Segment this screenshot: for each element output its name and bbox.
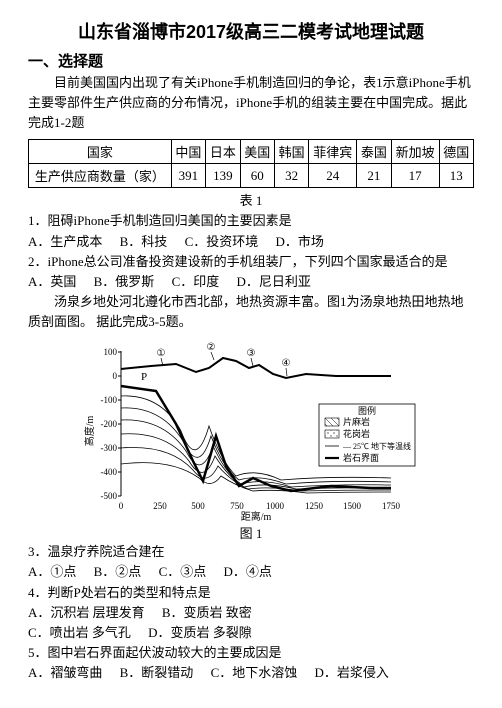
question-3: 3．温泉疗养院适合建在 (28, 542, 474, 562)
svg-text:②: ② (207, 342, 216, 353)
table-header: 国家 (29, 140, 172, 164)
ytick: 100 (104, 347, 118, 357)
opt: A．英国 (28, 272, 76, 292)
svg-text:— 25℃ 地下等温线: — 25℃ 地下等温线 (342, 441, 411, 451)
xtick: 1250 (305, 501, 324, 511)
opt: B．俄罗斯 (94, 272, 155, 292)
opt: D．市场 (275, 232, 323, 252)
svg-text:花岗岩: 花岗岩 (343, 428, 370, 439)
svg-text:①: ① (157, 348, 166, 359)
table-header: 日本 (206, 140, 240, 164)
ytick: -400 (101, 467, 118, 477)
opt: C．③点 (159, 562, 207, 582)
table-header: 泰国 (357, 140, 391, 164)
question-5-options: A．褶皱弯曲 B．断裂错动 C．地下水溶蚀 D．岩浆侵入 (28, 663, 474, 683)
table-cell: 21 (357, 164, 391, 188)
opt: A．生产成本 (28, 232, 102, 252)
question-5: 5．图中岩石界面起伏波动较大的主要成因是 (28, 643, 474, 663)
table-header: 美国 (240, 140, 274, 164)
xtick: 250 (153, 501, 167, 511)
svg-text:片麻岩: 片麻岩 (343, 416, 370, 427)
table-row: 生产供应商数量（家） 391 139 60 32 24 21 17 13 (29, 164, 474, 188)
ytick: -300 (101, 443, 118, 453)
opt: D．岩浆侵入 (314, 663, 388, 683)
table-row: 国家 中国 日本 美国 韩国 菲律宾 泰国 新加坡 德国 (29, 140, 474, 164)
svg-text:岩石界面: 岩石界面 (343, 452, 379, 463)
question-1: 1．阻碍iPhone手机制造回归美国的主要因素是 (28, 211, 474, 231)
marker-pointers (161, 352, 287, 376)
question-2: 2．iPhone总公司准备投资建设新的手机组装厂，下列四个国家最适合的是 (28, 252, 474, 272)
xlabel: 距离/m (241, 510, 272, 521)
question-1-options: A．生产成本 B．科技 C．投资环境 D．市场 (28, 232, 474, 252)
opt: C．喷出岩 多气孔 (28, 623, 131, 643)
table-header: 中国 (171, 140, 205, 164)
opt: B．变质岩 致密 (162, 603, 252, 623)
table-cell: 13 (439, 164, 473, 188)
opt: C．印度 (172, 272, 220, 292)
p-label: P (141, 371, 147, 383)
table-caption: 表 1 (28, 190, 474, 209)
opt: D．尼日利亚 (236, 272, 310, 292)
ytick: -500 (101, 491, 118, 501)
table-rowlabel: 生产供应商数量（家） (29, 164, 172, 188)
section-head: 一、选择题 (28, 50, 474, 71)
table-cell: 17 (391, 164, 439, 188)
opt: D．④点 (223, 562, 271, 582)
xtick: 1500 (343, 501, 362, 511)
table-cell: 139 (206, 164, 240, 188)
ytick: -200 (101, 419, 118, 429)
ylabel: 高度/m (83, 416, 96, 447)
xtick: 1750 (382, 501, 401, 511)
opt: B．②点 (94, 562, 142, 582)
svg-text:④: ④ (282, 358, 291, 369)
xtick: 0 (119, 501, 124, 511)
opt: A．沉积岩 层理发育 (28, 603, 145, 623)
table-header: 韩国 (274, 140, 308, 164)
table-cell: 60 (240, 164, 274, 188)
opt: D．变质岩 多裂隙 (148, 623, 252, 643)
xtick: 1000 (266, 501, 285, 511)
question-3-options: A．①点 B．②点 C．③点 D．④点 (28, 562, 474, 582)
table-1: 国家 中国 日本 美国 韩国 菲律宾 泰国 新加坡 德国 生产供应商数量（家） … (28, 139, 474, 188)
opt: A．①点 (28, 562, 76, 582)
page-title: 山东省淄博市2017级高三二模考试地理试题 (28, 18, 474, 44)
xtick: 500 (191, 501, 205, 511)
opt: C．地下水溶蚀 (211, 663, 298, 683)
svg-text:图例: 图例 (358, 405, 376, 416)
table-header: 德国 (439, 140, 473, 164)
table-cell: 24 (309, 164, 357, 188)
opt: B．断裂错动 (120, 663, 194, 683)
question-2-options: A．英国 B．俄罗斯 C．印度 D．尼日利亚 (28, 272, 474, 292)
ytick: -100 (101, 395, 118, 405)
intro-para: 目前美国国内出现了有关iPhone手机制造回归的争论，表1示意iPhone手机主… (28, 73, 474, 133)
table-header: 菲律宾 (309, 140, 357, 164)
legend: 图例 片麻岩 花岗岩 — 25℃ 地下等温线 岩石界面 (319, 404, 415, 466)
table-cell: 32 (274, 164, 308, 188)
xtick: 750 (230, 501, 244, 511)
ytick: 0 (113, 371, 118, 381)
svg-text:③: ③ (247, 348, 256, 359)
opt: C．投资环境 (185, 232, 259, 252)
figure-1: -500 -400 -300 -200 -100 0 100 高度/m ① ② … (28, 336, 474, 521)
opt: B．科技 (120, 232, 168, 252)
table-cell: 391 (171, 164, 205, 188)
intro-para-2: 汤泉乡地处河北遵化市西北部，地热资源丰富。图1为汤泉地热田地热地质剖面图。 据此… (28, 292, 474, 332)
figure-caption: 图 1 (28, 523, 474, 542)
question-4: 4．判断P处岩石的类型和特点是 (28, 583, 474, 603)
table-header: 新加坡 (391, 140, 439, 164)
question-4-options: A．沉积岩 层理发育 B．变质岩 致密 C．喷出岩 多气孔 D．变质岩 多裂隙 (28, 603, 474, 643)
opt: A．褶皱弯曲 (28, 663, 102, 683)
